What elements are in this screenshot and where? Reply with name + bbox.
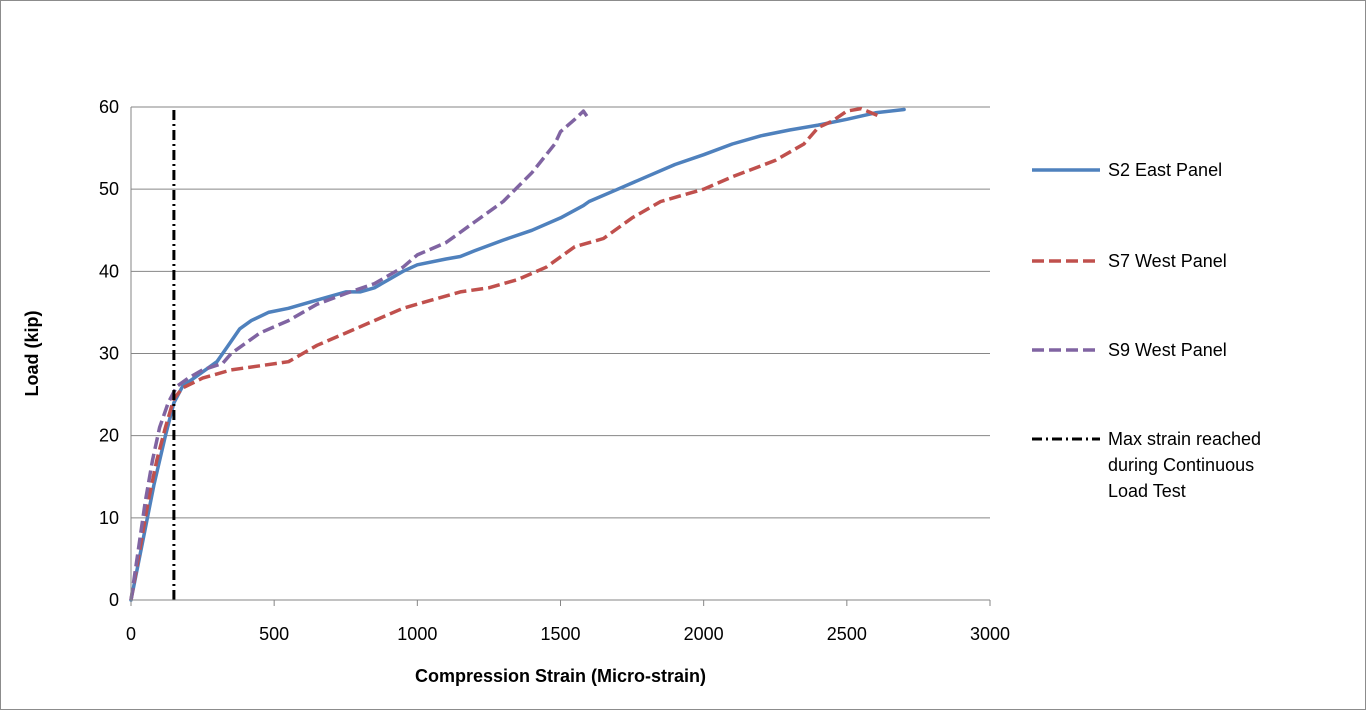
x-tick-label: 2000 xyxy=(684,624,724,644)
y-tick-label: 0 xyxy=(109,590,119,610)
y-tick-label: 60 xyxy=(99,97,119,117)
series-line-0 xyxy=(129,107,906,602)
y-tick-label: 20 xyxy=(99,426,119,446)
x-tick-label: 1500 xyxy=(540,624,580,644)
y-tick-label: 40 xyxy=(99,261,119,281)
legend-label-3: Max strain reached xyxy=(1108,429,1261,449)
x-axis-title: Compression Strain (Micro-strain) xyxy=(415,666,706,686)
gridlines xyxy=(131,106,990,519)
legend-label-3: during Continuous xyxy=(1108,455,1254,475)
legend-label-0: S2 East Panel xyxy=(1108,160,1222,180)
series-line-1 xyxy=(129,106,882,601)
y-tick-label: 30 xyxy=(99,344,119,364)
legend: S2 East Panel S7 West Panel S9 West Panel M… xyxy=(1032,160,1261,501)
x-tick-label: 1000 xyxy=(397,624,437,644)
y-axis-title: Load (kip) xyxy=(22,311,42,397)
axes xyxy=(130,107,991,606)
y-tick-label: 50 xyxy=(99,179,119,199)
legend-label-3: Load Test xyxy=(1108,481,1186,501)
legend-label-1: S7 West Panel xyxy=(1108,251,1227,271)
x-tick-label: 3000 xyxy=(970,624,1010,644)
tick-labels: 0 10 20 30 40 50 60 0 500 1000 1500 2000 2500 3000 xyxy=(99,97,1010,644)
series-layer xyxy=(129,106,906,602)
x-tick-label: 500 xyxy=(259,624,289,644)
legend-label-2: S9 West Panel xyxy=(1108,340,1227,360)
series-line-2 xyxy=(129,109,591,601)
x-tick-label: 2500 xyxy=(827,624,867,644)
y-tick-label: 10 xyxy=(99,508,119,528)
x-tick-label: 0 xyxy=(126,624,136,644)
